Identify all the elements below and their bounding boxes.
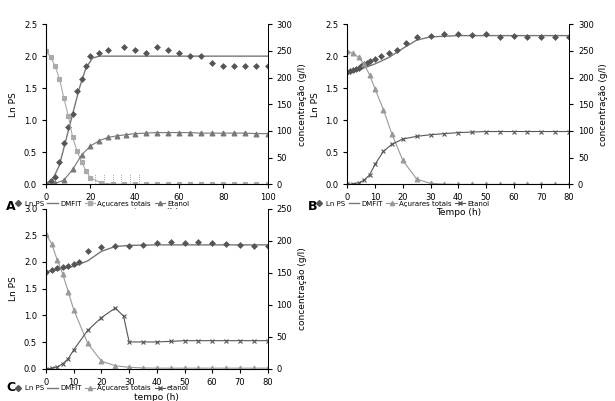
X-axis label: tempo (h): tempo (h) bbox=[135, 393, 179, 401]
Y-axis label: concentração (g/l): concentração (g/l) bbox=[298, 63, 307, 146]
X-axis label: Tempo (h): Tempo (h) bbox=[435, 208, 481, 217]
X-axis label: tempo (h): tempo (h) bbox=[135, 208, 179, 217]
Legend: Ln PS, DMFIT, Açucares totais, etanol: Ln PS, DMFIT, Açucares totais, etanol bbox=[10, 383, 192, 394]
Y-axis label: Ln PS: Ln PS bbox=[9, 276, 18, 301]
Y-axis label: Ln PS: Ln PS bbox=[311, 92, 320, 117]
Y-axis label: concentração (g/l): concentração (g/l) bbox=[600, 63, 608, 146]
Y-axis label: concentração (g/l): concentração (g/l) bbox=[298, 247, 307, 330]
Legend: Ln PS, DMFIT, Açucares totais, Etanol: Ln PS, DMFIT, Açucares totais, Etanol bbox=[10, 198, 192, 209]
Text: C: C bbox=[6, 381, 15, 394]
Text: B: B bbox=[308, 200, 317, 213]
Text: A: A bbox=[6, 200, 16, 213]
Legend: Ln PS, DMFIT, Açurares totais, Etanol: Ln PS, DMFIT, Açurares totais, Etanol bbox=[311, 198, 493, 209]
Y-axis label: Ln PS: Ln PS bbox=[9, 92, 18, 117]
